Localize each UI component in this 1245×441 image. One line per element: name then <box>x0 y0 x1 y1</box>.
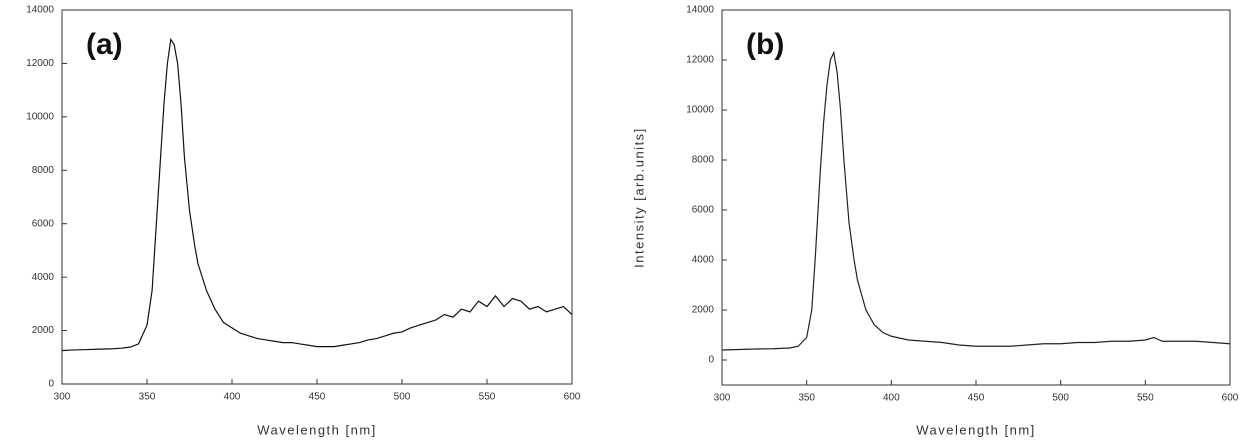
y-tick-label: 6000 <box>692 205 715 216</box>
spectrum-line <box>61 37 573 352</box>
y-tick-label: 6000 <box>32 218 55 229</box>
x-tick-label: 300 <box>714 393 731 404</box>
x-tick-label: 450 <box>309 392 326 403</box>
y-tick-label: 14000 <box>686 5 714 16</box>
plot-frame <box>721 9 1231 386</box>
y-tick-label: 0 <box>708 355 714 366</box>
panel-annotation: (a) <box>86 28 123 61</box>
plot-frame <box>61 9 573 385</box>
y-tick-label: 4000 <box>692 255 715 266</box>
x-tick-label: 300 <box>54 392 71 403</box>
y-tick-label: 12000 <box>686 55 714 66</box>
spectrum-line <box>721 50 1231 351</box>
x-tick-label: 600 <box>564 392 581 403</box>
x-tick-label: 550 <box>1137 393 1154 404</box>
x-axis-label: Wavelength [nm] <box>916 422 1036 437</box>
x-tick-label: 500 <box>394 392 411 403</box>
y-tick-label: 8000 <box>32 165 55 176</box>
panel-annotation: (b) <box>746 28 784 61</box>
y-axis-label: Intensity [arb.units] <box>631 127 646 268</box>
y-tick-label: 2000 <box>32 325 55 336</box>
y-tick-label: 10000 <box>26 111 54 122</box>
y-tick-label: 0 <box>48 379 54 390</box>
y-tick-label: 10000 <box>686 105 714 116</box>
x-tick-label: 350 <box>798 393 815 404</box>
y-tick-label: 14000 <box>26 5 54 16</box>
x-tick-label: 550 <box>479 392 496 403</box>
x-tick-label: 450 <box>968 393 985 404</box>
y-tick-label: 2000 <box>692 305 715 316</box>
x-tick-label: 350 <box>139 392 156 403</box>
y-tick-label: 8000 <box>692 155 715 166</box>
y-tick-label: 12000 <box>26 58 54 69</box>
x-axis-label: Wavelength [nm] <box>257 422 377 437</box>
x-tick-label: 500 <box>1052 393 1069 404</box>
y-tick-label: 4000 <box>32 272 55 283</box>
x-tick-label: 600 <box>1222 393 1239 404</box>
x-tick-label: 400 <box>224 392 241 403</box>
x-tick-label: 400 <box>883 393 900 404</box>
chart: 300 350 400 450 500 550 6000200040006000800010… <box>631 5 1238 438</box>
chart: 300 350 400 450 500 550 6000200040006000800010… <box>26 5 581 438</box>
